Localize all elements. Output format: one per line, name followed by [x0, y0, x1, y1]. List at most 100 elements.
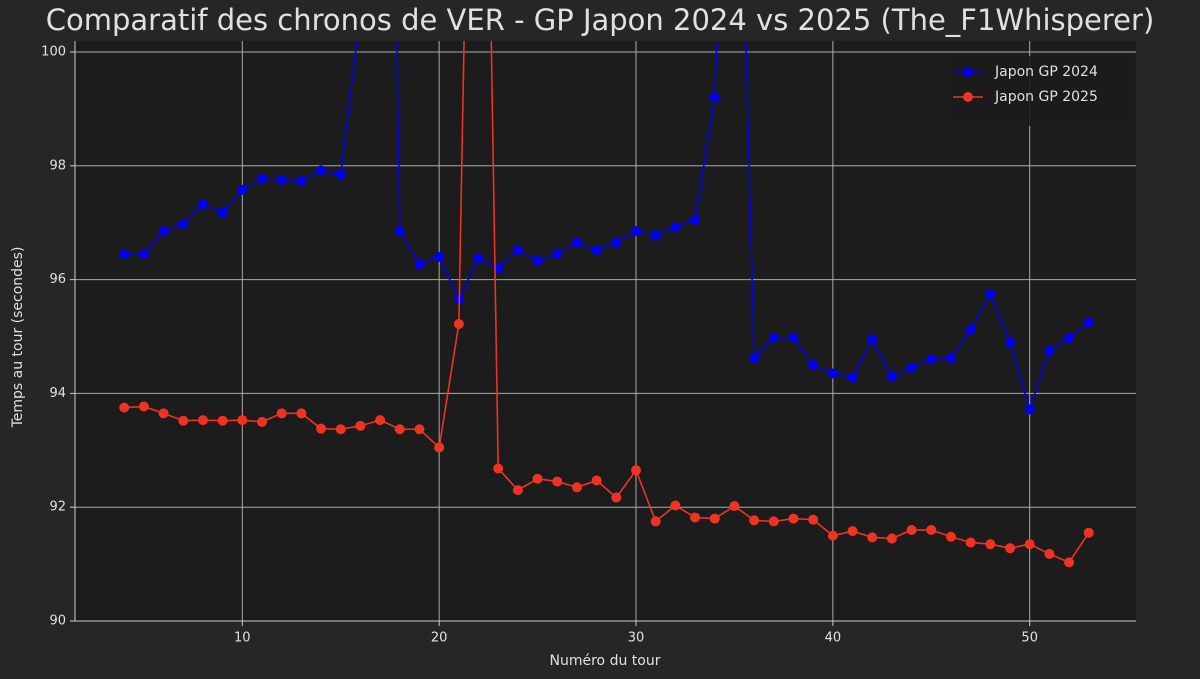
- data-point: [788, 332, 799, 343]
- data-point: [197, 415, 208, 426]
- data-point: [217, 207, 228, 218]
- y-tick-label: 94: [49, 386, 66, 401]
- data-point: [965, 537, 976, 548]
- data-point: [847, 372, 858, 383]
- data-point: [335, 169, 346, 180]
- x-tick-label: 20: [431, 631, 448, 646]
- data-point: [768, 516, 779, 527]
- data-point: [532, 473, 543, 484]
- data-point: [571, 237, 582, 248]
- data-point: [611, 492, 622, 503]
- data-point: [217, 415, 228, 426]
- data-point: [434, 251, 445, 262]
- data-point: [827, 530, 838, 541]
- data-point: [749, 353, 760, 364]
- data-point: [650, 516, 661, 527]
- data-point: [709, 513, 720, 524]
- data-point: [985, 539, 996, 550]
- data-point: [1064, 333, 1075, 344]
- data-point: [1024, 404, 1035, 415]
- y-tick-label: 90: [49, 614, 66, 629]
- data-point: [1005, 337, 1016, 348]
- data-point: [276, 175, 287, 186]
- data-point: [690, 512, 701, 523]
- data-point: [886, 371, 897, 382]
- data-point: [1064, 557, 1075, 568]
- data-point: [631, 226, 642, 237]
- data-point: [414, 259, 425, 270]
- data-point: [985, 288, 996, 299]
- data-point: [552, 476, 563, 487]
- data-point: [867, 334, 878, 345]
- data-point: [749, 515, 760, 526]
- y-tick-label: 96: [49, 272, 66, 287]
- data-point: [670, 222, 681, 233]
- data-point: [453, 318, 464, 329]
- x-tick-label: 40: [825, 631, 842, 646]
- data-point: [237, 184, 248, 195]
- data-point: [434, 442, 445, 453]
- data-point: [493, 463, 504, 474]
- data-point: [709, 92, 720, 103]
- data-point: [276, 408, 287, 419]
- data-point: [1044, 345, 1055, 356]
- legend-label: Japon GP 2024: [994, 64, 1098, 80]
- data-point: [729, 501, 740, 512]
- data-point: [394, 424, 405, 435]
- y-tick-label: 100: [41, 45, 66, 60]
- data-point: [1083, 527, 1094, 538]
- data-point: [788, 513, 799, 524]
- data-point: [178, 218, 189, 229]
- data-point: [1044, 548, 1055, 559]
- x-axis-label: Numéro du tour: [550, 653, 661, 669]
- data-point: [375, 415, 386, 426]
- data-point: [512, 485, 523, 496]
- data-point: [1024, 539, 1035, 550]
- legend-box: [945, 56, 1130, 126]
- data-point: [119, 402, 130, 413]
- data-point: [906, 524, 917, 535]
- data-point: [867, 532, 878, 543]
- data-point: [965, 324, 976, 335]
- chart-title: Comparatif des chronos de VER - GP Japon…: [46, 3, 1155, 37]
- x-tick-label: 30: [628, 631, 645, 646]
- data-point: [945, 531, 956, 542]
- data-point: [631, 465, 642, 476]
- data-point: [611, 237, 622, 248]
- plot-area: [75, 41, 1136, 621]
- data-point: [296, 176, 307, 187]
- data-point: [650, 230, 661, 241]
- data-point: [414, 424, 425, 435]
- data-point: [886, 533, 897, 544]
- data-point: [257, 416, 268, 427]
- data-point: [591, 475, 602, 486]
- data-point: [690, 214, 701, 225]
- y-axis-label: Temps au tour (secondes): [10, 247, 26, 429]
- y-tick-label: 98: [49, 158, 66, 173]
- data-point: [926, 354, 937, 365]
- data-point: [197, 199, 208, 210]
- data-point: [296, 408, 307, 419]
- data-point: [945, 353, 956, 364]
- data-point: [808, 514, 819, 525]
- data-point: [335, 424, 346, 435]
- data-point: [906, 362, 917, 373]
- data-point: [1005, 543, 1016, 554]
- data-point: [355, 420, 366, 431]
- x-tick-label: 10: [234, 631, 251, 646]
- data-point: [808, 359, 819, 370]
- data-point: [512, 245, 523, 256]
- data-point: [926, 524, 937, 535]
- data-point: [591, 245, 602, 256]
- data-point: [394, 226, 405, 237]
- data-point: [532, 255, 543, 266]
- data-point: [571, 482, 582, 493]
- data-point: [847, 526, 858, 537]
- legend-marker: [963, 92, 973, 102]
- series-layer: [119, 41, 1094, 568]
- data-point: [1083, 317, 1094, 328]
- x-tick-label: 50: [1021, 631, 1038, 646]
- data-point: [119, 248, 130, 259]
- data-point: [178, 415, 189, 426]
